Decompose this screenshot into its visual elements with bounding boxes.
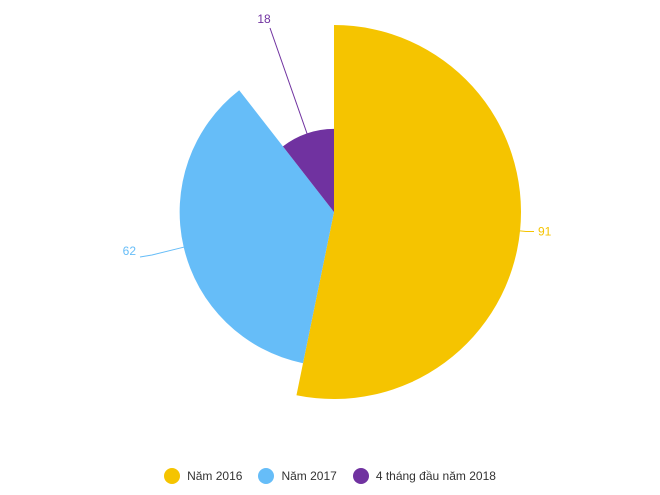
legend-label-2017: Năm 2017: [281, 469, 337, 483]
leader-line-2: [139, 245, 187, 258]
legend-swatch-2016: [164, 468, 181, 484]
legend-swatch-2017: [258, 468, 275, 484]
legend-label-2016: Năm 2016: [187, 469, 243, 483]
legend-swatch-2018: [352, 468, 369, 484]
data-label-2: 62: [123, 244, 137, 258]
data-label-3: 18: [257, 12, 271, 26]
pie-slice-2[interactable]: [179, 90, 334, 364]
legend: Năm 2016 Năm 2017 4 tháng đầu năm 2018: [0, 468, 660, 484]
pie-slice-1[interactable]: [296, 25, 521, 399]
leader-line-3: [269, 27, 310, 140]
legend-item-2016[interactable]: Năm 2016: [164, 468, 242, 484]
legend-label-2018: 4 tháng đầu năm 2018: [375, 469, 496, 483]
legend-item-2017[interactable]: Năm 2017: [258, 468, 337, 484]
legend-item-2018[interactable]: 4 tháng đầu năm 2018: [352, 468, 496, 484]
pie-slice-3[interactable]: [282, 128, 334, 212]
data-label-1: 91: [538, 224, 552, 238]
leader-line-1: [519, 230, 535, 232]
